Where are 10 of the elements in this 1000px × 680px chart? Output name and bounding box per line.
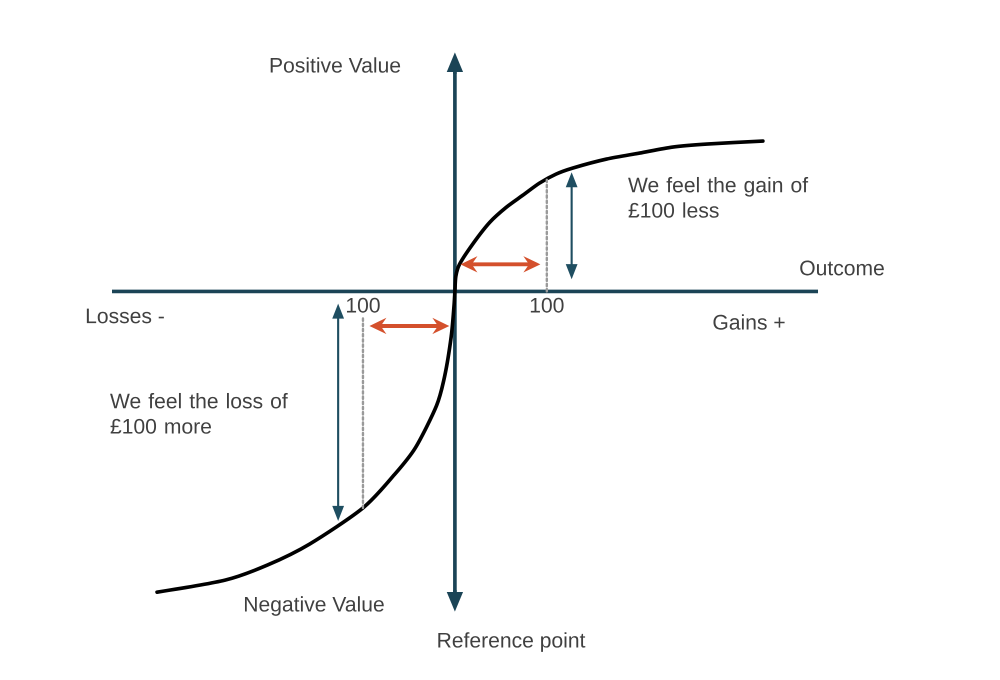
text: Reference point (438, 632, 586, 652)
x-tick-label: 100 (346, 298, 380, 313)
annotation: Gains + (713, 314, 785, 330)
y-axis-title: Positive Value (270, 57, 400, 73)
text: Negative Value (244, 596, 384, 616)
x-axis-title: Outcome (800, 260, 884, 276)
annotation: We feel the loss of £100 more (110, 392, 288, 434)
annotation: We feel the gain of £100 less (628, 176, 808, 218)
x-tick-label: 100 (530, 298, 564, 313)
annotation: Losses - (86, 308, 164, 324)
